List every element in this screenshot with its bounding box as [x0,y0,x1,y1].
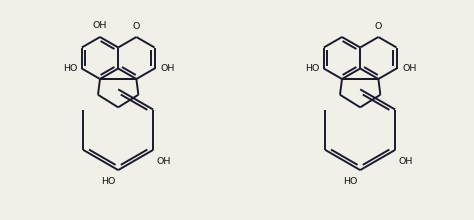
Text: HO: HO [64,64,78,73]
Text: O: O [374,22,382,31]
Text: HO: HO [343,177,357,186]
Text: O: O [133,22,140,31]
Text: OH: OH [156,157,171,166]
Text: OH: OH [398,157,412,166]
Text: OH: OH [93,21,107,30]
Text: HO: HO [101,177,115,186]
Text: HO: HO [305,64,320,73]
Text: OH: OH [161,64,175,73]
Text: OH: OH [402,64,417,73]
